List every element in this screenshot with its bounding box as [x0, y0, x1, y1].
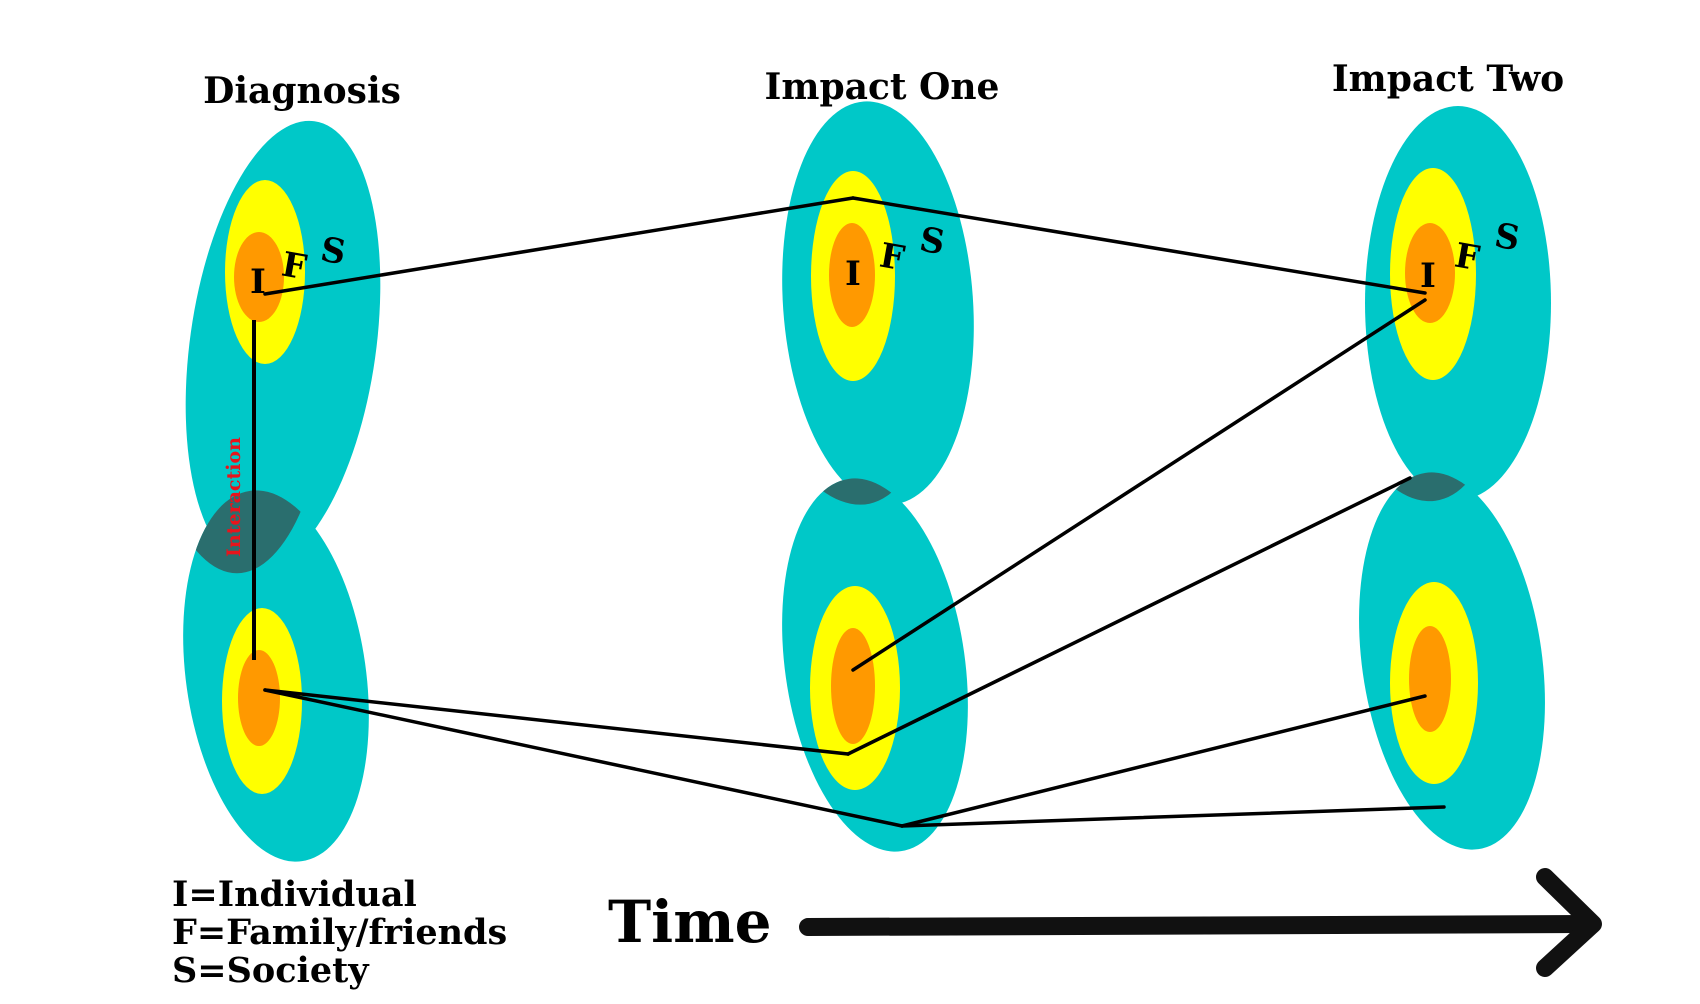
connector-line [846, 476, 1412, 756]
impact-one-top-individual-core [829, 223, 875, 327]
diagnosis-top-individual-core [234, 232, 284, 322]
legend-item: S=Society [172, 950, 370, 991]
impact-two-bottom-individual-core [1409, 626, 1451, 732]
impact-two-group: I F S [1359, 106, 1551, 850]
impact-two-letter-i: I [1420, 256, 1436, 296]
impact-one-letter-i: I [845, 254, 861, 294]
time-arrow-head [1536, 868, 1602, 977]
impact-one-bottom-individual-core [831, 628, 875, 744]
legend-item: F=Family/friends [172, 912, 507, 953]
legend: I=Individual F=Family/friends S=Society [172, 874, 507, 991]
diagnosis-bottom-individual-core [238, 650, 280, 746]
connector-line [263, 688, 850, 756]
impact-one-group: I F S [782, 101, 974, 852]
connector-line [263, 196, 855, 296]
diagnosis-title: Diagnosis [203, 70, 401, 112]
connector-line [851, 196, 1427, 295]
connector-line [851, 298, 1427, 672]
connector-line [900, 694, 1427, 828]
diagnosis-letter-i: I [250, 262, 266, 302]
connector-line [900, 805, 1446, 828]
impact-two-title: Impact Two [1332, 58, 1564, 100]
interaction-label: Interaction [223, 437, 245, 557]
connection-lines [263, 196, 1446, 828]
impact-one-title: Impact One [765, 66, 1000, 108]
connector-line [263, 688, 904, 828]
impact-two-top-individual-core [1405, 223, 1455, 323]
diagnosis-group: I F S Interaction [183, 120, 381, 862]
time-label: Time [608, 888, 771, 956]
time-arrow [799, 868, 1602, 977]
time-arrow-shaft [799, 915, 1597, 936]
legend-item: I=Individual [172, 874, 417, 915]
